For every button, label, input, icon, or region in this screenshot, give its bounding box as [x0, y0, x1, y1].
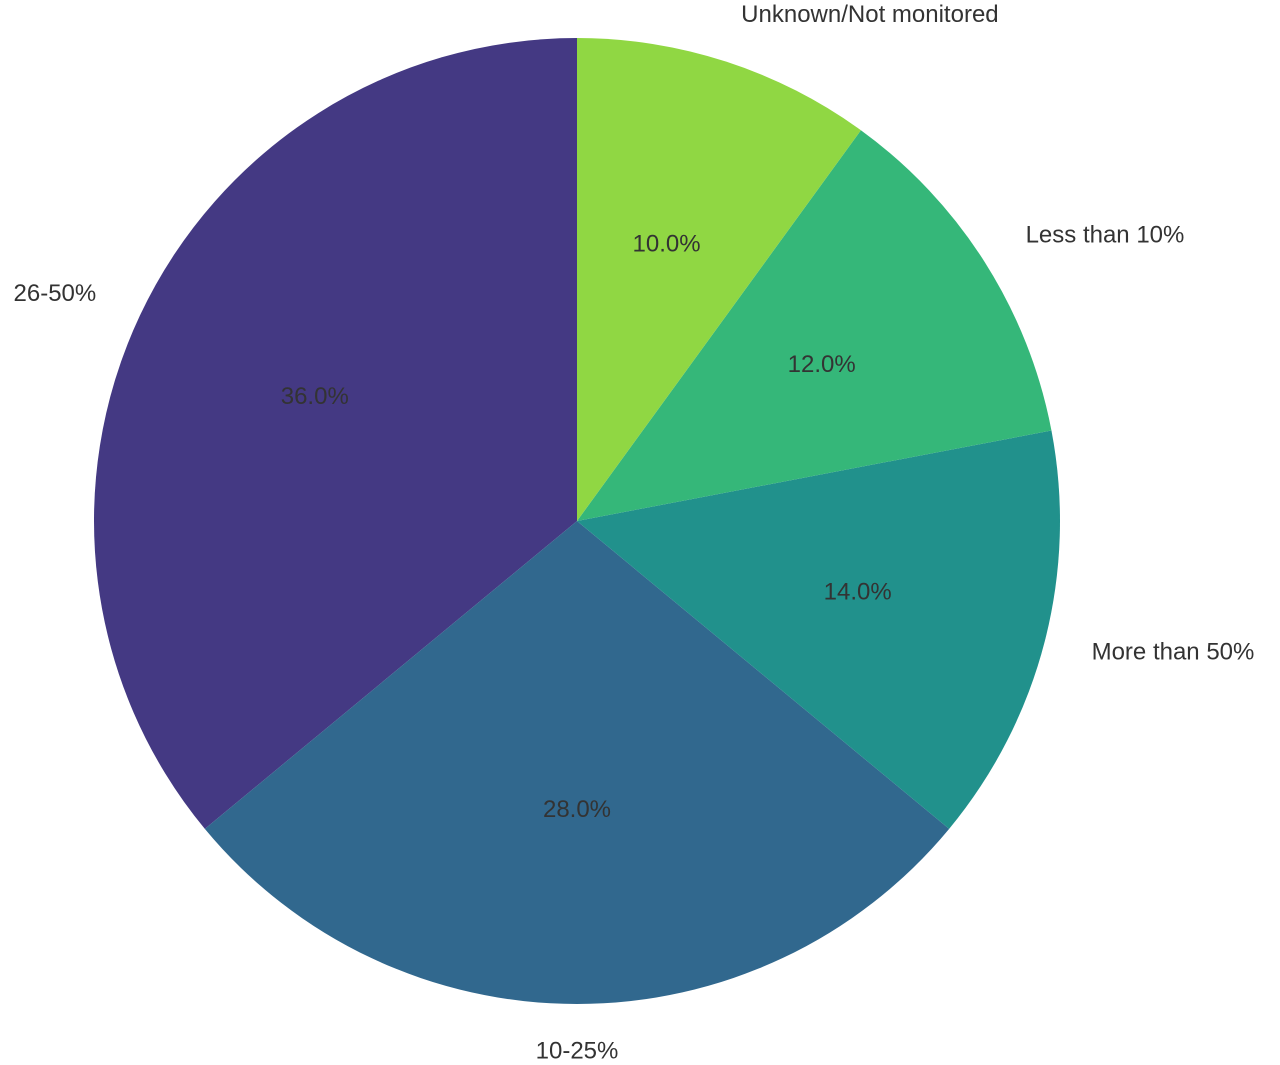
slice-value-label: 14.0%: [824, 578, 892, 605]
pie-slice: [577, 130, 1052, 521]
slice-category-label: More than 50%: [1092, 638, 1255, 665]
pie-slice: [577, 430, 1060, 829]
slice-category-label: Less than 10%: [1026, 222, 1185, 249]
slice-value-label: 10.0%: [633, 231, 701, 258]
pie-slice: [577, 38, 861, 521]
slice-value-label: 28.0%: [543, 796, 611, 823]
slice-value-label: 36.0%: [281, 383, 349, 410]
slice-category-label: 26-50%: [14, 280, 97, 307]
slice-value-label: 12.0%: [788, 351, 856, 378]
pie-slice: [93, 38, 577, 829]
slice-category-label: 10-25%: [536, 1038, 619, 1065]
slice-category-label: Unknown/Not monitored: [741, 1, 998, 28]
pie-slice: [204, 521, 950, 1004]
